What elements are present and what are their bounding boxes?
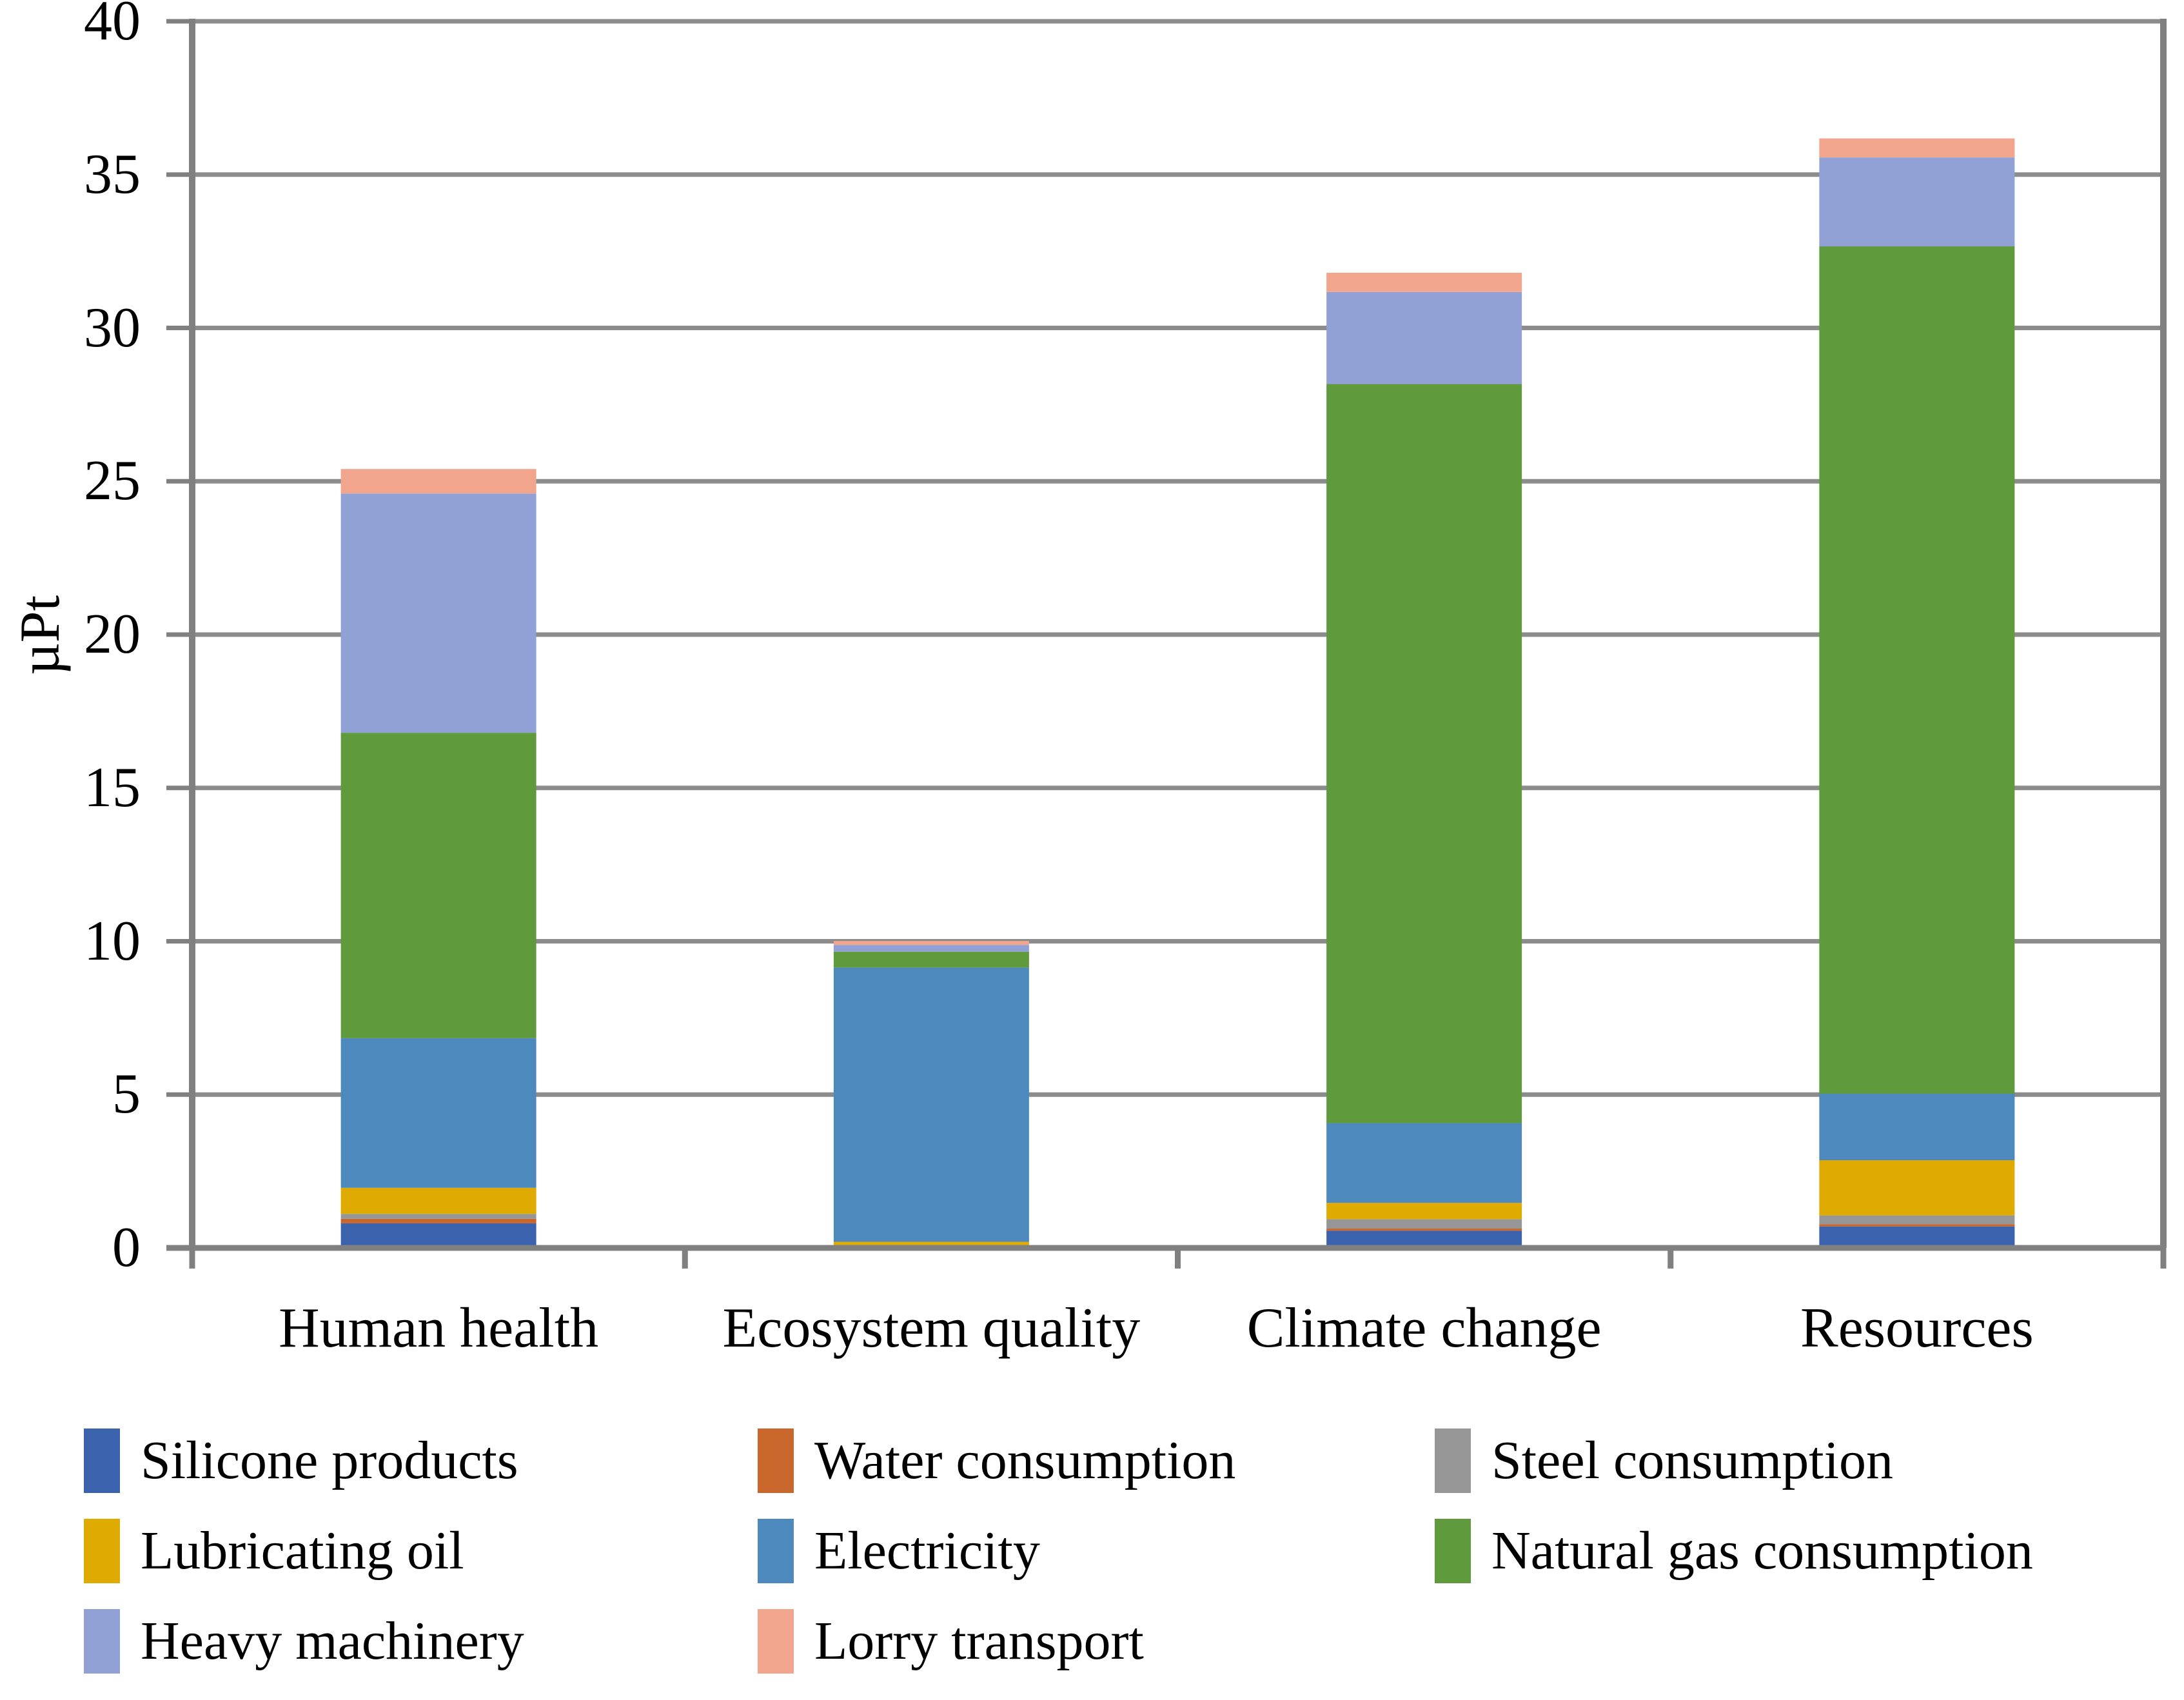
legend-label-lorry-transport: Lorry transport <box>814 1611 1144 1671</box>
bar-segment-climate-change-water-consumption <box>1326 1229 1522 1231</box>
bar-segment-resources-natural-gas-consumption <box>1819 246 2015 1094</box>
bar-segment-resources-lorry-transport <box>1819 138 2015 158</box>
bar-segment-ecosystem-quality-natural-gas-consumption <box>833 951 1029 968</box>
category-label-climate-change: Climate change <box>1246 1297 1602 1359</box>
category-label-resources: Resources <box>1800 1297 2034 1359</box>
legend-label-lubricating-oil: Lubricating oil <box>141 1521 464 1581</box>
bar-segment-ecosystem-quality-lubricating-oil <box>833 1241 1029 1248</box>
legend-label-natural-gas-consumption: Natural gas consumption <box>1491 1521 2033 1581</box>
bar-segment-human-health-lubricating-oil <box>340 1187 536 1214</box>
legend-item-natural-gas-consumption: Natural gas consumption <box>1435 1516 2033 1586</box>
legend-label-water-consumption: Water consumption <box>814 1430 1236 1490</box>
legend-swatch-lubricating-oil <box>84 1519 120 1583</box>
bar-segment-resources-silicone-products <box>1819 1226 2015 1248</box>
bar-segment-climate-change-lubricating-oil <box>1326 1203 1522 1220</box>
y-tick-label-20: 20 <box>84 603 141 666</box>
legend-label-steel-consumption: Steel consumption <box>1491 1430 1893 1490</box>
y-tick-label-30: 30 <box>84 296 141 359</box>
bar-segment-human-health-electricity <box>340 1038 536 1188</box>
bar-segment-human-health-steel-consumption <box>340 1214 536 1219</box>
legend-swatch-lorry-transport <box>758 1609 794 1674</box>
bar-segment-resources-water-consumption <box>1819 1224 2015 1227</box>
y-axis-title: µPt <box>9 595 72 676</box>
bar-segment-climate-change-natural-gas-consumption <box>1326 384 1522 1123</box>
legend-item-water-consumption: Water consumption <box>758 1425 1235 1496</box>
bar-segment-climate-change-heavy-machinery <box>1326 292 1522 384</box>
bar-segment-ecosystem-quality-electricity <box>833 967 1029 1242</box>
bar-segment-climate-change-steel-consumption <box>1326 1219 1522 1229</box>
legend-item-steel-consumption: Steel consumption <box>1435 1425 1893 1496</box>
bar-segment-resources-steel-consumption <box>1819 1215 2015 1225</box>
y-tick-label-25: 25 <box>84 450 141 513</box>
legend-swatch-silicone-products <box>84 1428 120 1493</box>
bar-segment-resources-heavy-machinery <box>1819 157 2015 247</box>
legend-swatch-electricity <box>758 1519 794 1583</box>
legend-item-heavy-machinery: Heavy machinery <box>84 1606 524 1677</box>
legend-swatch-steel-consumption <box>1435 1428 1471 1493</box>
bar-segment-resources-lubricating-oil <box>1819 1160 2015 1216</box>
y-tick-label-0: 0 <box>112 1216 141 1279</box>
legend-item-lubricating-oil: Lubricating oil <box>84 1516 464 1586</box>
bar-segment-ecosystem-quality-lorry-transport <box>833 941 1029 945</box>
bar-segment-human-health-natural-gas-consumption <box>340 733 536 1038</box>
y-tick-label-5: 5 <box>112 1063 141 1126</box>
bar-segment-human-health-silicone-products <box>340 1223 536 1248</box>
y-tick-label-15: 15 <box>84 756 141 819</box>
legend-item-lorry-transport: Lorry transport <box>758 1606 1144 1677</box>
y-tick-label-35: 35 <box>84 143 141 206</box>
y-tick-label-40: 40 <box>84 0 141 52</box>
legend-label-silicone-products: Silicone products <box>141 1430 518 1490</box>
legend-swatch-natural-gas-consumption <box>1435 1519 1471 1583</box>
bar-segment-ecosystem-quality-heavy-machinery <box>833 945 1029 952</box>
bar-segment-human-health-water-consumption <box>340 1218 536 1223</box>
bar-segment-human-health-heavy-machinery <box>340 493 536 733</box>
bar-segment-resources-electricity <box>1819 1093 2015 1161</box>
category-label-ecosystem-quality: Ecosystem quality <box>722 1297 1141 1359</box>
category-label-human-health: Human health <box>279 1297 599 1359</box>
bar-segment-human-health-lorry-transport <box>340 469 536 494</box>
legend-item-silicone-products: Silicone products <box>84 1425 518 1496</box>
legend-swatch-water-consumption <box>758 1428 794 1493</box>
bar-segment-climate-change-lorry-transport <box>1326 272 1522 292</box>
legend-item-electricity: Electricity <box>758 1516 1040 1586</box>
bar-segment-climate-change-electricity <box>1326 1123 1522 1203</box>
y-tick-label-10: 10 <box>84 909 141 973</box>
legend-swatch-heavy-machinery <box>84 1609 120 1674</box>
legend-label-electricity: Electricity <box>814 1521 1040 1581</box>
legend-label-heavy-machinery: Heavy machinery <box>141 1611 524 1671</box>
